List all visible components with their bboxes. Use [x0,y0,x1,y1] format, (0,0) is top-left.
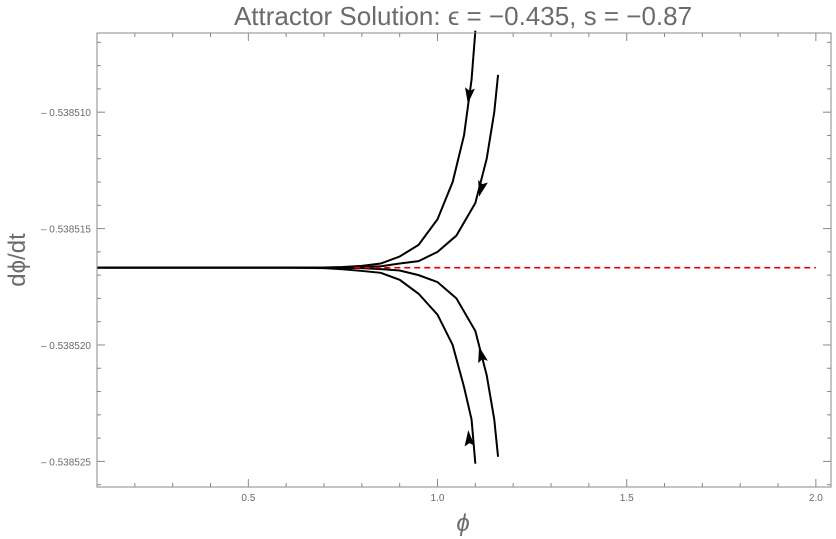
tick-labels: 0.5 1.0 1.5 2.0 – 0.538510 – 0.538515 – 0.5385… [41,108,823,504]
x-tick-label: 0.5 [241,493,255,504]
flow-arrow-icon [464,430,475,447]
trajectory-line-1 [97,30,477,269]
y-axis-label: dϕ/dt [4,233,31,287]
chart-title: Attractor Solution: ϵ = −0.435, s = −0.8… [234,1,692,31]
y-tick-label: – 0.538510 [41,108,91,119]
flow-arrow-icon [478,346,488,364]
flow-arrow-icon [478,179,488,197]
x-tick-label: 2.0 [809,493,823,504]
y-tick-label: – 0.538525 [41,457,91,468]
plot-area [97,30,816,464]
plot-frame [96,32,832,488]
x-tick-label: 1.0 [431,493,445,504]
y-tick-label: – 0.538515 [41,225,91,236]
x-tick-label: 1.5 [620,493,634,504]
flow-arrow-icon [465,87,475,104]
trajectory-line-2 [97,74,500,269]
x-axis-label: ϕ [456,510,469,537]
trajectory-line-4 [97,266,477,464]
axis-ticks [97,33,831,487]
y-tick-label: – 0.538520 [41,341,91,352]
trajectory-line-3 [97,266,500,457]
